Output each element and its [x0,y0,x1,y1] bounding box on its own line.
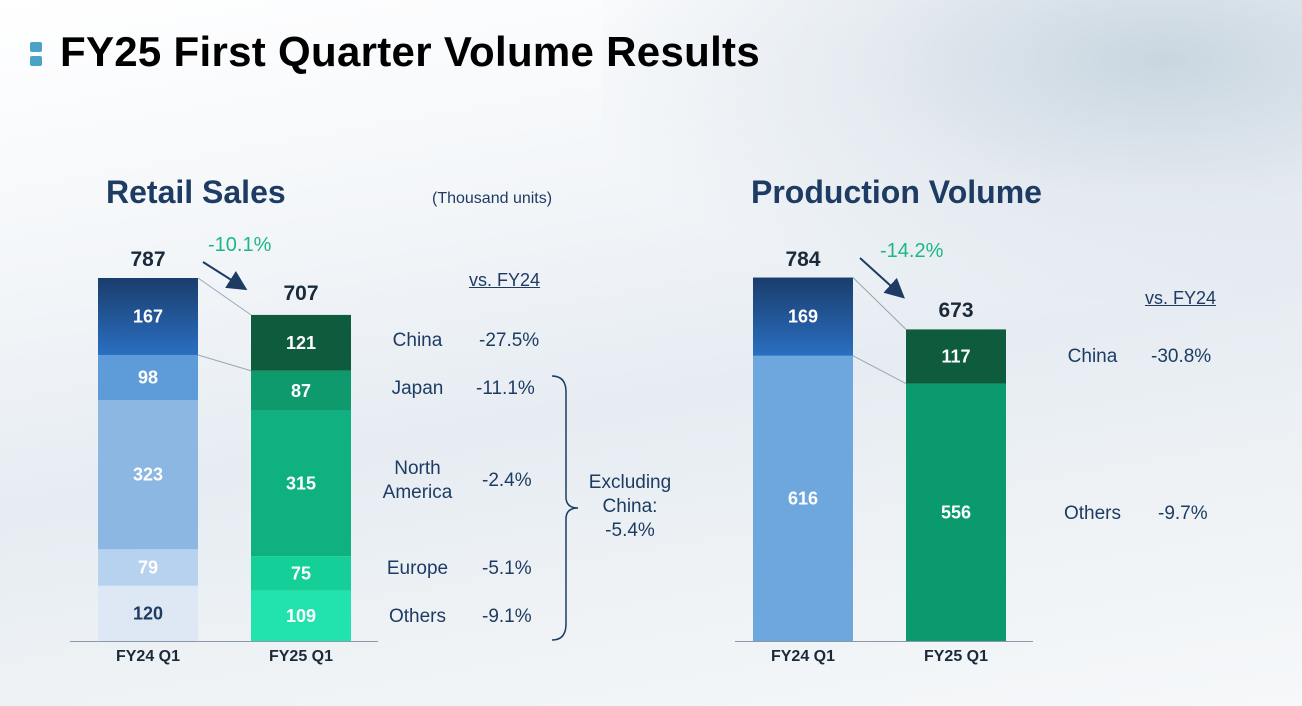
retail-value-europe-fy25: 75 [291,563,311,583]
production-bar-china-fy24 [753,277,853,356]
production-bar-others-fy24 [753,355,853,641]
retail-value-japan-fy24: 98 [138,368,158,388]
retail-change-arrow-icon [202,261,248,291]
retail-label-others: Others [388,606,447,627]
retail-sales-title: Retail Sales [106,174,286,210]
production-connector-line-1 [852,277,907,330]
retail-bar-china-fy24 [98,278,198,356]
excluding-china-value: -5.4% [605,520,655,541]
retail-label-europe: Europe [386,558,449,579]
retail-value-others-fy25: 109 [286,606,316,626]
retail-bar-europe-fy25 [251,556,351,591]
retail-bar-japan-fy24 [98,355,198,401]
retail-connector-line-1 [197,277,252,316]
excluding-china-note: Excluding China: -5.4% [575,471,685,543]
retail-value-china-fy24: 167 [133,307,163,327]
production-value-others-fy25: 556 [941,502,971,522]
retail-value-europe-fy24: 79 [138,557,158,577]
retail-bar-china-fy25 [251,314,351,371]
retail-pct-china: -27.5% [479,330,540,351]
production-change-arrow-icon [859,257,905,299]
retail-value-japan-fy25: 87 [291,381,311,401]
excluding-china-line1: Excluding [588,472,672,493]
production-pct-china: -30.8% [1151,346,1212,367]
production-total-fy24: 784 [785,248,821,271]
production-bar-others-fy25 [906,383,1006,641]
retail-value-others-fy24: 120 [133,603,163,623]
background-decoration [602,0,1302,300]
production-connector-line-2 [852,355,907,385]
retail-label-china: China [392,330,443,351]
production-value-china-fy24: 169 [788,307,818,327]
retail-label-japan: Japan [391,378,444,399]
retail-axis-fy25: FY25 Q1 [268,648,334,665]
retail-pct-europe: -5.1% [482,558,532,579]
retail-bar-north-america-fy24 [98,400,198,550]
retail-pct-others: -9.1% [482,606,532,627]
retail-pct-japan: -11.1% [476,378,535,399]
units-note: (Thousand units) [432,190,553,207]
retail-connector-line-2 [197,354,252,372]
retail-change: -10.1% [208,234,272,256]
production-axis-fy24: FY24 Q1 [770,648,836,665]
page-title: FY25 First Quarter Volume Results [60,28,760,75]
retail-label-north-america: North America [382,458,453,503]
retail-bar-others-fy24 [98,585,198,641]
retail-value-north-america-fy25: 315 [286,473,316,493]
retail-value-north-america-fy24: 323 [133,465,163,485]
production-bar-china-fy25 [906,329,1006,384]
retail-bar-north-america-fy25 [251,410,351,557]
retail-pct-north-america: -2.4% [482,470,532,491]
title-marker-icon [30,42,42,68]
excluding-china-line2: China: [602,496,658,517]
production-label-others: Others [1063,503,1122,524]
production-axis-fy25: FY25 Q1 [923,648,989,665]
retail-axis-fy24: FY24 Q1 [115,648,181,665]
production-change: -14.2% [880,240,944,262]
production-value-others-fy24: 616 [788,488,818,508]
retail-total-fy25: 707 [283,282,319,305]
production-value-china-fy25: 117 [941,346,970,366]
production-pct-others: -9.7% [1158,503,1208,524]
retail-bar-europe-fy24 [98,549,198,586]
retail-bar-others-fy25 [251,590,351,641]
production-total-fy25: 673 [938,299,974,322]
retail-value-china-fy25: 121 [286,333,316,353]
retail-bar-japan-fy25 [251,370,351,411]
excluding-china-bracket [551,375,579,641]
production-volume-title: Production Volume [751,174,1042,210]
retail-vs-label: vs. FY24 [469,270,541,290]
production-vs-label: vs. FY24 [1145,288,1217,308]
production-label-china: China [1067,346,1118,367]
retail-total-fy24: 787 [130,248,166,271]
